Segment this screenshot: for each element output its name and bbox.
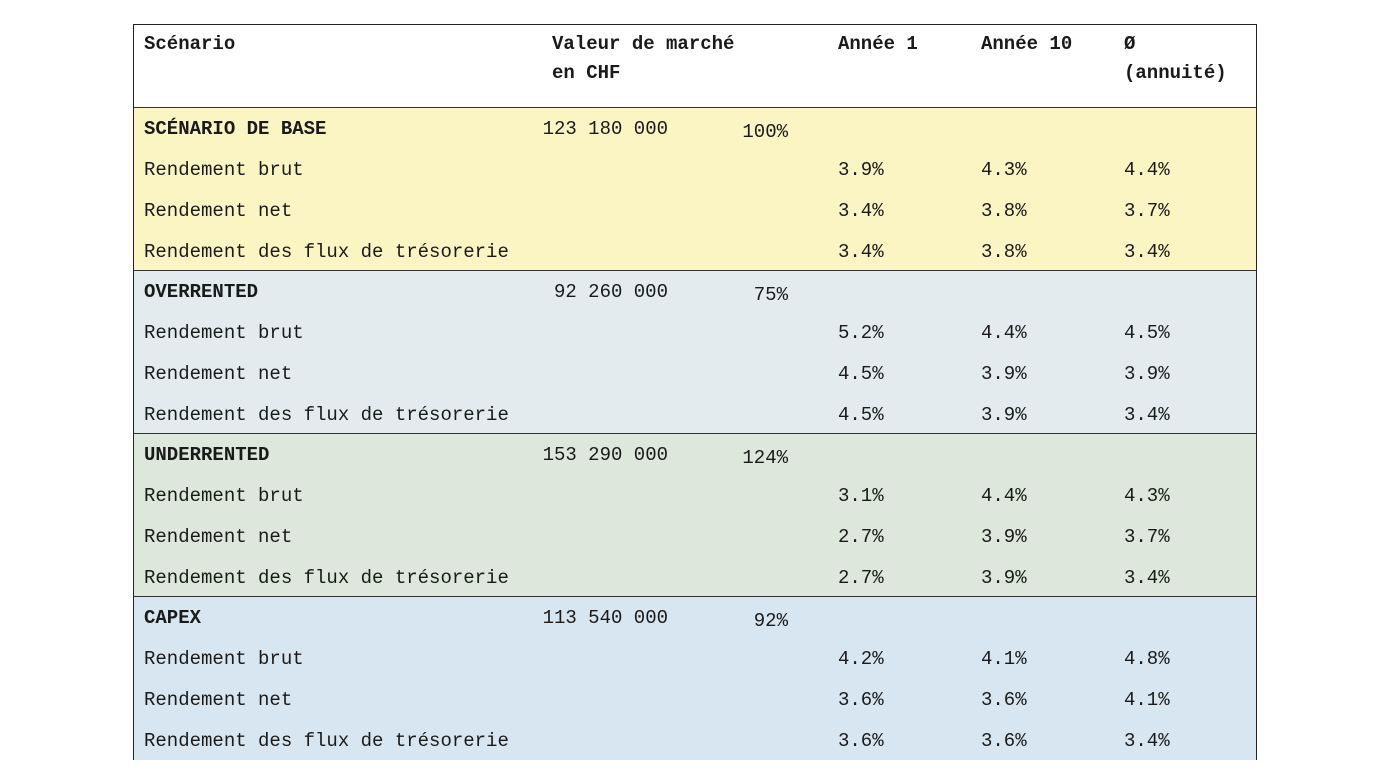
row-value: 3.9% (981, 404, 1027, 426)
row-label: Rendement net (144, 363, 293, 385)
row-value: 4.2% (838, 648, 884, 670)
row-value: 4.4% (981, 322, 1027, 344)
row-label: Rendement net (144, 689, 293, 711)
scenario-name: CAPEX (144, 607, 202, 629)
row-value: 3.4% (1124, 404, 1170, 426)
row-value: 4.8% (1124, 648, 1170, 670)
row-value: 2.7% (838, 526, 884, 548)
row-label: Rendement des flux de trésorerie (144, 567, 509, 589)
row-value: 3.4% (1124, 241, 1170, 263)
row-value: 3.4% (1124, 567, 1170, 589)
header-cell: Valeur de marché (552, 33, 735, 55)
row-value: 3.9% (1124, 363, 1170, 385)
row-value: 3.7% (1124, 526, 1170, 548)
row-value: 3.8% (981, 241, 1027, 263)
row-label: Rendement brut (144, 322, 304, 344)
header-cell: Année 1 (838, 33, 918, 55)
row-value: 2.7% (838, 567, 884, 589)
row-value: 3.9% (981, 363, 1027, 385)
market-share: 92% (753, 610, 788, 632)
row-value: 4.4% (1124, 159, 1170, 181)
row-label: Rendement brut (144, 485, 304, 507)
row-label: Rendement des flux de trésorerie (144, 404, 509, 426)
market-share: 124% (742, 447, 788, 469)
row-value: 4.5% (838, 404, 884, 426)
row-value: 4.5% (1124, 322, 1170, 344)
market-value: 153 290 000 (542, 444, 668, 466)
market-value: 92 260 000 (553, 281, 668, 303)
row-value: 4.5% (838, 363, 884, 385)
row-value: 4.3% (981, 159, 1027, 181)
header-cell: Ø (1124, 33, 1136, 55)
row-value: 3.8% (981, 200, 1027, 222)
row-value: 3.9% (981, 567, 1027, 589)
scenario-group: CAPEX 113 540 000 92% Rendement brut 4.2% 4.1… (134, 596, 1256, 760)
row-value: 3.6% (838, 730, 884, 752)
market-share: 100% (742, 121, 788, 143)
market-share: 75% (753, 284, 788, 306)
table: Scénario Valeur de marché en CHF Année 1 Ann… (133, 24, 1257, 760)
row-label: Rendement des flux de trésorerie (144, 241, 509, 263)
row-label: Rendement des flux de trésorerie (144, 730, 509, 752)
row-label: Rendement brut (144, 648, 304, 670)
market-value: 113 540 000 (542, 607, 668, 629)
row-value: 3.6% (981, 689, 1027, 711)
row-value: 3.4% (838, 241, 884, 263)
row-value: 3.6% (981, 730, 1027, 752)
scenario-name: SCÉNARIO DE BASE (144, 118, 327, 140)
scenario-group: SCÉNARIO DE BASE 123 180 000 100% Rendement… (134, 107, 1256, 271)
scenario-group: UNDERRENTED 153 290 000 124% Rendement brut… (134, 433, 1256, 597)
header-cell: (annuité) (1124, 62, 1227, 84)
row-value: 3.9% (838, 159, 884, 181)
row-label: Rendement net (144, 200, 293, 222)
row-value: 3.6% (838, 689, 884, 711)
header-cell: Scénario (144, 33, 236, 55)
row-label: Rendement net (144, 526, 293, 548)
row-label: Rendement brut (144, 159, 304, 181)
scenario-group: OVERRENTED 92 260 000 75% Rendement brut 5.2… (134, 270, 1256, 434)
header-cell: en CHF (552, 62, 621, 84)
row-value: 3.4% (1124, 730, 1170, 752)
row-value: 4.3% (1124, 485, 1170, 507)
scenario-name: OVERRENTED (144, 281, 259, 303)
row-value: 3.4% (838, 200, 884, 222)
row-value: 3.1% (838, 485, 884, 507)
row-value: 4.1% (981, 648, 1027, 670)
row-value: 4.1% (1124, 689, 1170, 711)
market-value: 123 180 000 (542, 118, 668, 140)
row-value: 3.9% (981, 526, 1027, 548)
row-value: 5.2% (838, 322, 884, 344)
scenario-name: UNDERRENTED (144, 444, 270, 466)
header-cell: Année 10 (981, 33, 1073, 55)
row-value: 3.7% (1124, 200, 1170, 222)
row-value: 4.4% (981, 485, 1027, 507)
